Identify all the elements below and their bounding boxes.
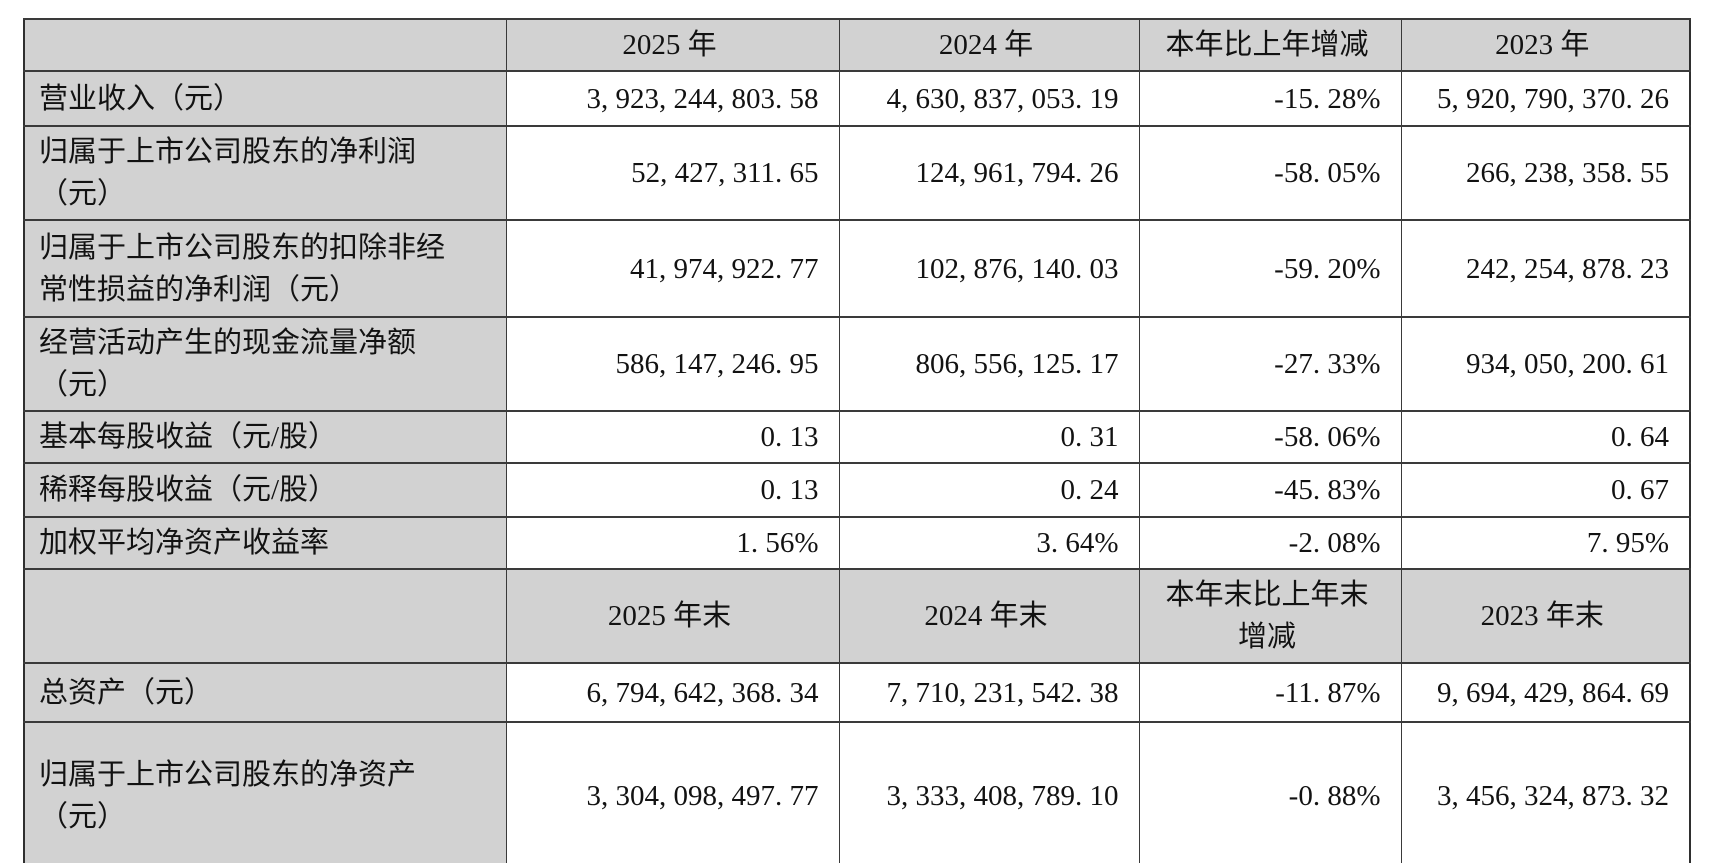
table-row-weighted-avg-roe: 加权平均净资产收益率 1. 56% 3. 64% -2. 08% 7. 95% (23, 516, 1691, 571)
header-cell-2024-end: 2024 年末 (838, 568, 1140, 665)
table-row-net-profit-excl-nonrecurring: 归属于上市公司股东的扣除非经 常性损益的净利润（元） 41, 974, 922.… (23, 219, 1691, 319)
value-cell: -58. 05% (1138, 125, 1402, 222)
value-cell: 806, 556, 125. 17 (838, 316, 1140, 413)
table-row-diluted-eps: 稀释每股收益（元/股） 0. 13 0. 24 -45. 83% 0. 67 (23, 462, 1691, 519)
table-row-basic-eps: 基本每股收益（元/股） 0. 13 0. 31 -58. 06% 0. 64 (23, 410, 1691, 465)
value-cell: -58. 06% (1138, 410, 1402, 465)
value-cell: 0. 13 (505, 410, 840, 465)
value-cell: 52, 427, 311. 65 (505, 125, 840, 222)
value-cell: -11. 87% (1138, 662, 1402, 724)
value-cell: 0. 31 (838, 410, 1140, 465)
header-cell-year-end-change: 本年末比上年末 增减 (1138, 568, 1402, 665)
row-label-cell: 归属于上市公司股东的净利润 （元） (23, 125, 507, 222)
value-cell: -15. 28% (1138, 70, 1402, 128)
row-label-cell: 基本每股收益（元/股） (23, 410, 507, 465)
table-row-revenue: 营业收入（元） 3, 923, 244, 803. 58 4, 630, 837… (23, 70, 1691, 128)
header-cell-2024: 2024 年 (838, 17, 1140, 73)
header-cell-blank (23, 17, 507, 73)
row-label-cell: 稀释每股收益（元/股） (23, 462, 507, 519)
row-label-cell: 经营活动产生的现金流量净额 （元） (23, 316, 507, 413)
value-cell: 0. 24 (838, 462, 1140, 519)
value-cell: 3. 64% (838, 516, 1140, 571)
row-label-cell: 营业收入（元） (23, 70, 507, 128)
value-cell: 586, 147, 246. 95 (505, 316, 840, 413)
value-cell: 0. 67 (1400, 462, 1691, 519)
value-cell: -45. 83% (1138, 462, 1402, 519)
financial-summary-table: 2025 年 2024 年 本年比上年增减 2023 年 营业收入（元） 3, … (23, 17, 1691, 863)
table-row-net-assets: 归属于上市公司股东的净资产 （元） 3, 304, 098, 497. 77 3… (23, 721, 1691, 863)
value-cell: 1. 56% (505, 516, 840, 571)
value-cell: 934, 050, 200. 61 (1400, 316, 1691, 413)
value-cell: 102, 876, 140. 03 (838, 219, 1140, 319)
header-row-year-end: 2025 年末 2024 年末 本年末比上年末 增减 2023 年末 (23, 568, 1691, 665)
value-cell: 5, 920, 790, 370. 26 (1400, 70, 1691, 128)
header-cell-2023-end: 2023 年末 (1400, 568, 1691, 665)
value-cell: 0. 13 (505, 462, 840, 519)
header-cell-blank (23, 568, 507, 665)
value-cell: 266, 238, 358. 55 (1400, 125, 1691, 222)
value-cell: 41, 974, 922. 77 (505, 219, 840, 319)
value-cell: -59. 20% (1138, 219, 1402, 319)
value-cell: 9, 694, 429, 864. 69 (1400, 662, 1691, 724)
row-label-cell: 归属于上市公司股东的净资产 （元） (23, 721, 507, 863)
value-cell: 3, 456, 324, 873. 32 (1400, 721, 1691, 863)
header-cell-2025-end: 2025 年末 (505, 568, 840, 665)
header-cell-2025: 2025 年 (505, 17, 840, 73)
row-label-cell: 归属于上市公司股东的扣除非经 常性损益的净利润（元） (23, 219, 507, 319)
value-cell: -27. 33% (1138, 316, 1402, 413)
value-cell: 4, 630, 837, 053. 19 (838, 70, 1140, 128)
row-label-cell: 总资产（元） (23, 662, 507, 724)
header-cell-yoy-change: 本年比上年增减 (1138, 17, 1402, 73)
table-row-net-profit: 归属于上市公司股东的净利润 （元） 52, 427, 311. 65 124, … (23, 125, 1691, 222)
header-cell-2023: 2023 年 (1400, 17, 1691, 73)
value-cell: 3, 304, 098, 497. 77 (505, 721, 840, 863)
value-cell: 7. 95% (1400, 516, 1691, 571)
value-cell: 3, 333, 408, 789. 10 (838, 721, 1140, 863)
value-cell: 124, 961, 794. 26 (838, 125, 1140, 222)
header-row-annual: 2025 年 2024 年 本年比上年增减 2023 年 (23, 17, 1691, 73)
table-row-operating-cash-flow: 经营活动产生的现金流量净额 （元） 586, 147, 246. 95 806,… (23, 316, 1691, 413)
value-cell: -2. 08% (1138, 516, 1402, 571)
value-cell: 7, 710, 231, 542. 38 (838, 662, 1140, 724)
value-cell: 0. 64 (1400, 410, 1691, 465)
table-row-total-assets: 总资产（元） 6, 794, 642, 368. 34 7, 710, 231,… (23, 662, 1691, 724)
row-label-cell: 加权平均净资产收益率 (23, 516, 507, 571)
value-cell: -0. 88% (1138, 721, 1402, 863)
value-cell: 242, 254, 878. 23 (1400, 219, 1691, 319)
value-cell: 3, 923, 244, 803. 58 (505, 70, 840, 128)
value-cell: 6, 794, 642, 368. 34 (505, 662, 840, 724)
